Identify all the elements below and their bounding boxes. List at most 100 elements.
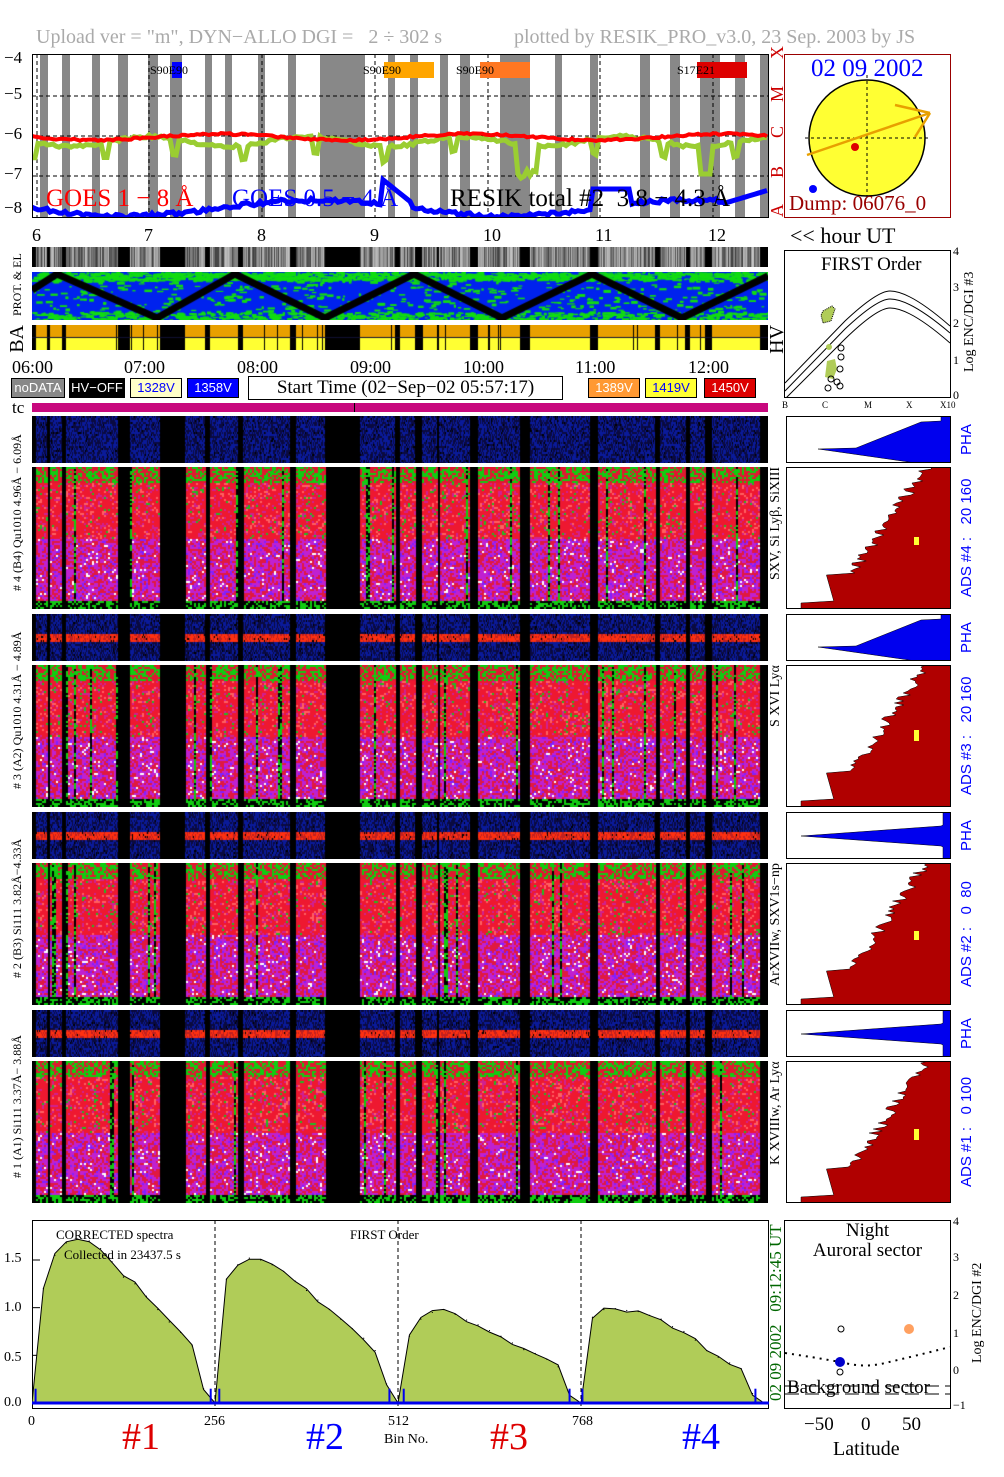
frame [786,467,951,609]
spectrum-point [283,1270,285,1273]
pha-label: PHA [958,1018,975,1049]
pha-strip [32,812,768,859]
spectrum-point [694,1339,696,1341]
marker [914,931,919,940]
y-tick: 3 [953,280,959,294]
spectrum-y-tick: 1.5 [4,1251,22,1266]
ads-label: ADS #1 : 0 100 [958,1076,975,1188]
channel-lines: K XVIIIw, Ar Lyα [768,1061,783,1165]
goes-y-tick: −8 [4,198,23,217]
lat-x-tick: −50 [804,1414,834,1435]
spectrum-note-collected: Collected in 23437.5 s [64,1247,181,1262]
sun-disk-icon [805,75,932,201]
pha-strip [32,614,768,661]
electron-flux-strip [32,247,768,267]
spectrum-x-tick: 256 [204,1414,225,1429]
frame [786,1061,951,1203]
lat-y-tick: −1 [953,1398,966,1412]
spectrogram-panel [32,1061,768,1203]
hour-tick: 10 [483,225,501,245]
lat-background-sector: Background sector [787,1377,930,1398]
spectrum-point [706,1349,708,1352]
spectrum-note-first-order: FIRST Order [350,1227,419,1242]
spectrum-point [111,1261,113,1263]
segment-label-2: #2 [306,1416,344,1458]
spectrum-y-tick: 1.0 [4,1300,22,1315]
time-tick: 10:00 [463,357,505,377]
legend-nodata: noDATA [11,378,65,398]
spectrum-point [717,1356,719,1358]
lat-y-tick: 2 [953,1288,959,1302]
frame [786,863,951,1005]
lat-x-label: Latitude [833,1438,900,1460]
goes-frame [32,54,769,218]
spectrum-point [614,1308,616,1310]
tc-bar [32,403,768,412]
spectrum-point [751,1392,754,1395]
spectrum-point [671,1326,674,1328]
spectrum-point [191,1345,193,1347]
spectrum-point [180,1331,182,1334]
flare-label: S90E90 [150,63,189,77]
spectrum-point [408,1335,411,1337]
x-tick: C [822,400,829,410]
x-tick: B [782,400,789,410]
spectrum-histogram-fill [800,863,951,1005]
spectrum-point [660,1318,662,1320]
pha-label: PHA [958,622,975,653]
spectrum-point [168,1321,170,1323]
spectrum-point [340,1318,342,1320]
segment-label-3: #3 [490,1416,528,1458]
spectrum-point [683,1330,685,1333]
spectrum-point [363,1337,365,1339]
legend-goes-05-4: GOES 0.5 − 4 Å [232,185,399,212]
hour-tick: 8 [257,225,266,245]
spectrogram-panel [32,863,768,1005]
spectrum-point [134,1283,136,1285]
y-tick: 4 [953,244,959,258]
spectrum-point [500,1335,502,1337]
first-order-title: FIRST Order [821,254,922,275]
channel-label: # 1 (A1) Si111 3.37Å− 3.88Å [10,1035,24,1178]
hour-tick: 11 [595,225,613,245]
spectrum-histogram-fill [800,467,951,609]
dump-id: Dump: 06076_0 [789,191,927,215]
channel-lines: ArXVIIw, SXV1s−np [768,863,783,986]
spectrum-point [649,1314,651,1316]
legend-hv-off: HV−OFF [69,378,125,398]
lat-y-tick: 4 [953,1214,959,1228]
upload-info: Upload ver = "m", DYN−ALLO DGI = 2 ÷ 302… [36,26,443,48]
time-tick: 12:00 [688,357,730,377]
plotted-by: plotted by RESIK_PRO_v3.0, 23 Sep. 2003 … [514,26,916,48]
legend-1328v: 1328V [130,378,182,398]
goes-y-tick: −7 [4,164,23,183]
spectrum-x-tick: 0 [28,1414,35,1429]
goes-y-tick: −4 [4,48,23,67]
ba-label: BA [6,325,28,353]
spectrum-point [546,1358,548,1360]
legend-1419v: 1419V [645,378,697,398]
spectrum-point [534,1352,536,1355]
marker [914,537,919,545]
segment-label-4: #4 [682,1416,720,1458]
y-tick: 1 [953,353,959,367]
ba-hv-strip [32,325,768,350]
spectrum-point [488,1329,491,1332]
spectrum-point [626,1309,628,1312]
prot-el-label: PROT. & EL [10,253,24,317]
spectrum-point [305,1289,308,1292]
spectrum-x-tick: 512 [388,1414,409,1429]
spectrum-timestamp: 02 09 2002 09:12:45 UT [766,1224,785,1401]
hour-tick: 9 [370,225,379,245]
spectrum-point [431,1311,433,1314]
channel-label: # 2 (B3) Si111 3.82Å−4.33Å [10,838,24,979]
time-tick: 09:00 [350,357,392,377]
spectrum-point [557,1366,559,1368]
flare-label: S90E90 [456,63,495,77]
spectrum-point [466,1319,468,1321]
spectrum-point [100,1247,102,1250]
pha-histogram [786,812,951,859]
ads-label: ADS #3 : 20 160 [958,676,975,796]
goes-y-tick: −6 [4,124,23,143]
pha-histogram-fill [800,1010,951,1057]
